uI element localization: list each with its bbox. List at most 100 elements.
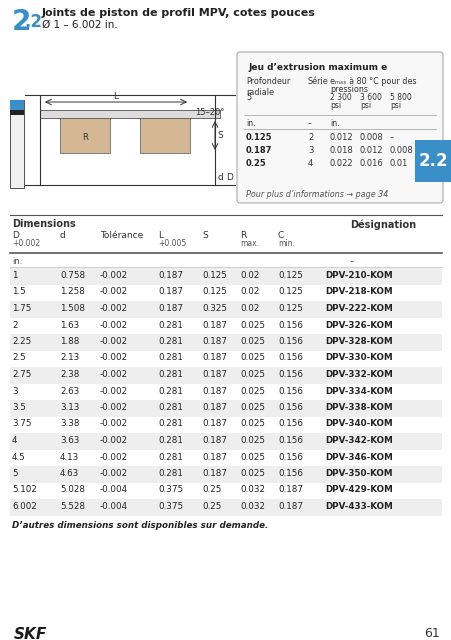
- Bar: [10, 499, 441, 515]
- Text: d: d: [217, 173, 223, 182]
- Text: 2.5: 2.5: [12, 353, 26, 362]
- Text: -0.002: -0.002: [100, 304, 128, 313]
- Text: 0.156: 0.156: [277, 337, 302, 346]
- Text: 0.018: 0.018: [329, 146, 353, 155]
- Text: 5: 5: [12, 469, 18, 478]
- Text: 0.25: 0.25: [202, 486, 221, 495]
- Text: 0.187: 0.187: [158, 304, 183, 313]
- Text: 5.102: 5.102: [12, 486, 37, 495]
- Text: DPV-338-KOM: DPV-338-KOM: [324, 403, 392, 412]
- Text: -0.002: -0.002: [100, 271, 128, 280]
- Text: in.: in.: [245, 119, 255, 128]
- Text: 3.75: 3.75: [12, 419, 32, 429]
- Text: in.: in.: [329, 119, 339, 128]
- Text: -0.002: -0.002: [100, 321, 128, 330]
- Text: –: –: [307, 119, 311, 128]
- Text: 1.5: 1.5: [12, 287, 26, 296]
- Text: 5: 5: [245, 93, 251, 102]
- Text: 0.281: 0.281: [158, 469, 183, 478]
- Bar: [140, 118, 189, 153]
- Text: 3.63: 3.63: [60, 436, 79, 445]
- Text: -0.002: -0.002: [100, 469, 128, 478]
- Text: S: S: [216, 131, 222, 141]
- Text: 0.022: 0.022: [329, 159, 353, 168]
- Text: 5.028: 5.028: [60, 486, 85, 495]
- Text: Série: Série: [307, 77, 328, 86]
- Bar: [40, 110, 220, 118]
- Text: D: D: [226, 173, 232, 182]
- Text: D: D: [12, 231, 19, 240]
- Text: 1.258: 1.258: [60, 287, 85, 296]
- Text: 3.13: 3.13: [60, 403, 79, 412]
- Text: 4.63: 4.63: [60, 469, 79, 478]
- Text: 0.281: 0.281: [158, 436, 183, 445]
- Text: 5 800: 5 800: [389, 93, 411, 102]
- Text: R: R: [82, 132, 88, 141]
- Text: 0.025: 0.025: [239, 469, 264, 478]
- Text: 0.375: 0.375: [158, 502, 183, 511]
- Text: DPV-334-KOM: DPV-334-KOM: [324, 387, 392, 396]
- Text: 0.281: 0.281: [158, 387, 183, 396]
- Bar: [10, 301, 441, 317]
- Text: -0.002: -0.002: [100, 337, 128, 346]
- Text: 0.008: 0.008: [389, 146, 413, 155]
- Text: 0.325: 0.325: [202, 304, 226, 313]
- Text: 0.758: 0.758: [60, 271, 85, 280]
- Text: 0.187: 0.187: [202, 419, 226, 429]
- Bar: [60, 118, 110, 153]
- Text: 0.187: 0.187: [202, 452, 226, 461]
- Text: 0.02: 0.02: [239, 304, 259, 313]
- Text: -0.004: -0.004: [100, 486, 128, 495]
- Text: 4.5: 4.5: [12, 452, 26, 461]
- Text: DPV-350-KOM: DPV-350-KOM: [324, 469, 391, 478]
- Text: 0.187: 0.187: [277, 502, 302, 511]
- Text: .2: .2: [24, 13, 42, 31]
- Bar: [10, 400, 441, 417]
- Text: 0.187: 0.187: [202, 387, 226, 396]
- Bar: [10, 334, 441, 351]
- Text: DPV-433-KOM: DPV-433-KOM: [324, 502, 392, 511]
- Text: -0.002: -0.002: [100, 370, 128, 379]
- Text: 6.002: 6.002: [12, 502, 37, 511]
- Text: DPV-342-KOM: DPV-342-KOM: [324, 436, 392, 445]
- Text: 3 600: 3 600: [359, 93, 381, 102]
- Text: 4.13: 4.13: [60, 452, 79, 461]
- Text: -0.002: -0.002: [100, 353, 128, 362]
- Text: 0.025: 0.025: [239, 452, 264, 461]
- Text: 0.025: 0.025: [239, 436, 264, 445]
- Text: 0.187: 0.187: [202, 321, 226, 330]
- Text: 0.025: 0.025: [239, 387, 264, 396]
- Text: 0.156: 0.156: [277, 370, 302, 379]
- Text: 0.125: 0.125: [202, 271, 226, 280]
- Text: 0.025: 0.025: [239, 353, 264, 362]
- Bar: [10, 367, 441, 383]
- Bar: [10, 110, 24, 115]
- Text: -0.002: -0.002: [100, 287, 128, 296]
- Text: 1.75: 1.75: [12, 304, 31, 313]
- Text: 0.156: 0.156: [277, 321, 302, 330]
- Text: DPV-346-KOM: DPV-346-KOM: [324, 452, 392, 461]
- Text: 0.012: 0.012: [359, 146, 383, 155]
- Text: Dimensions: Dimensions: [12, 219, 76, 229]
- Text: 0.25: 0.25: [245, 159, 266, 168]
- Text: -0.002: -0.002: [100, 419, 128, 429]
- Text: 15–20°: 15–20°: [194, 108, 224, 117]
- Text: 2.38: 2.38: [60, 370, 79, 379]
- Text: 0.281: 0.281: [158, 419, 183, 429]
- Bar: [414, 140, 451, 182]
- Text: Profondeur
radiale: Profondeur radiale: [245, 77, 290, 97]
- Text: 0.281: 0.281: [158, 370, 183, 379]
- Text: 0.156: 0.156: [277, 436, 302, 445]
- Bar: [0, 0, 451, 38]
- Text: 0.125: 0.125: [277, 304, 302, 313]
- Text: SKF: SKF: [14, 627, 47, 640]
- Text: 2: 2: [307, 133, 313, 142]
- Text: 2 300: 2 300: [329, 93, 351, 102]
- Text: 2.2: 2.2: [418, 152, 447, 170]
- Text: +0.005: +0.005: [158, 239, 186, 248]
- Text: -0.002: -0.002: [100, 387, 128, 396]
- Text: 2.13: 2.13: [60, 353, 79, 362]
- Text: Jeu d’extrusion maximum e: Jeu d’extrusion maximum e: [248, 63, 387, 72]
- Bar: [10, 100, 24, 110]
- Text: 0.125: 0.125: [202, 287, 226, 296]
